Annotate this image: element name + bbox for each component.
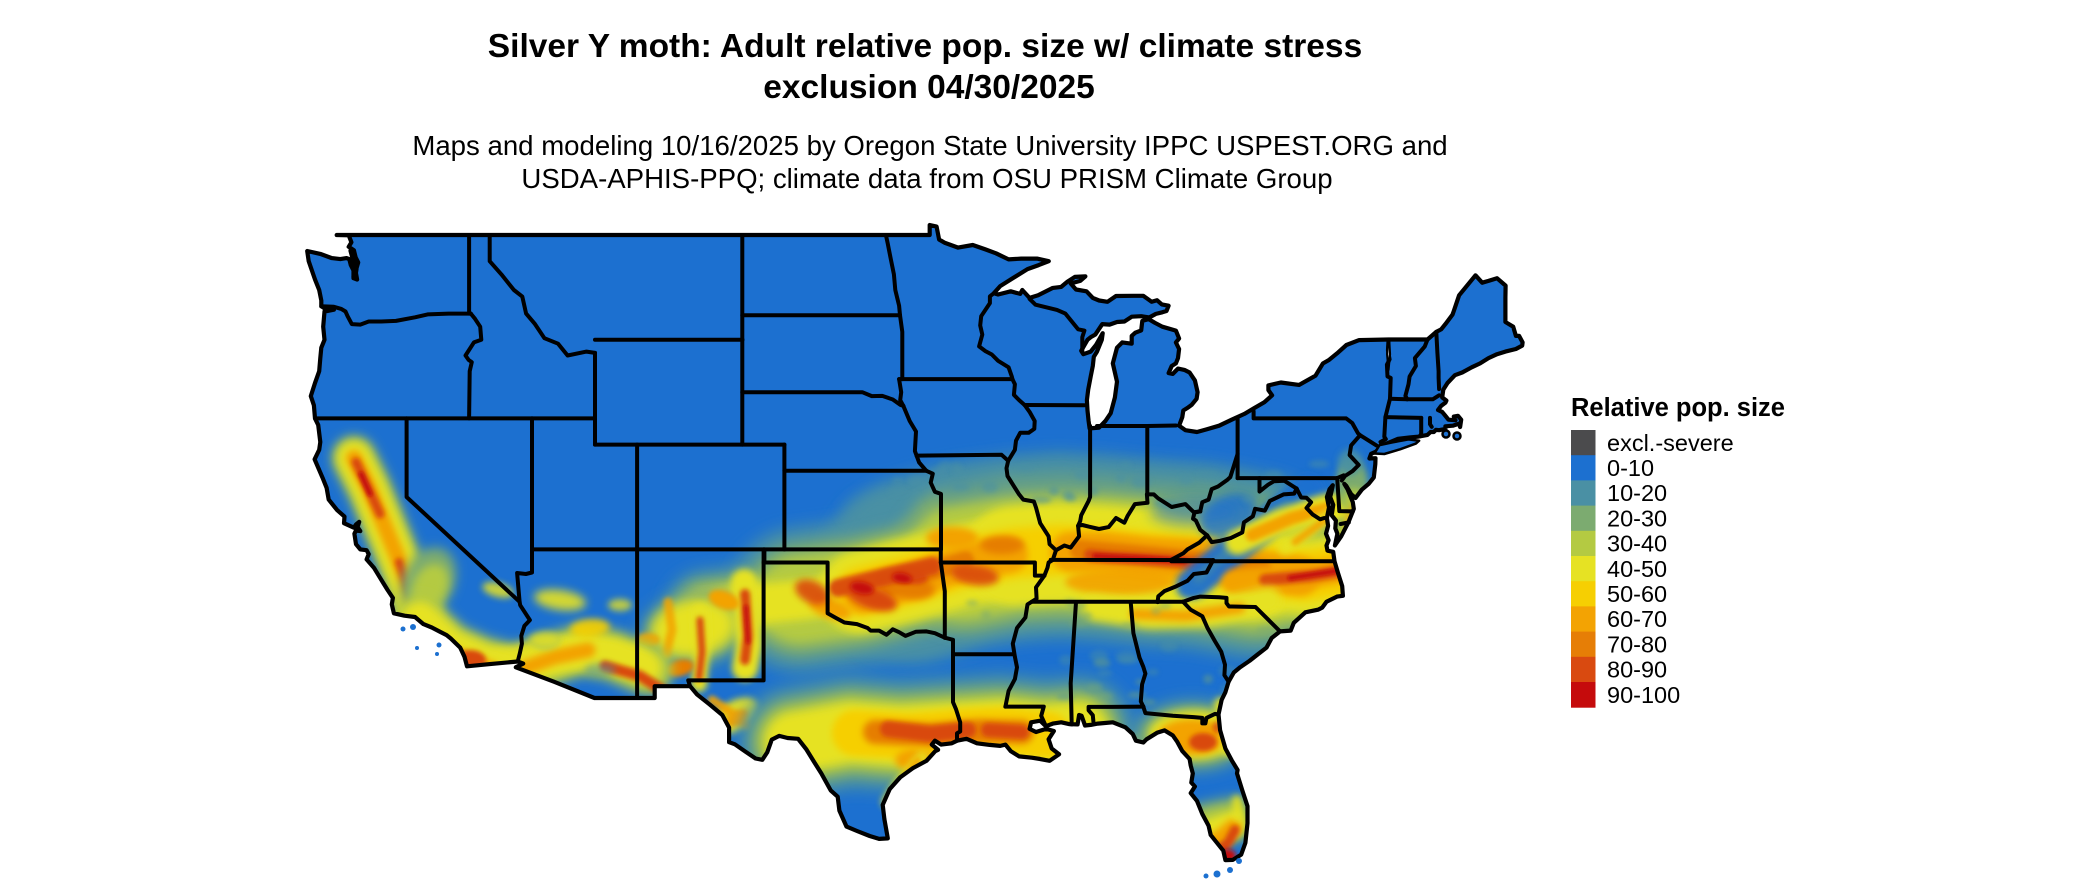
- svg-text:Relative pop. size: Relative pop. size: [1571, 394, 1785, 422]
- svg-text:30-40: 30-40: [1607, 531, 1667, 557]
- svg-text:Maps and modeling 10/16/2025 b: Maps and modeling 10/16/2025 by Oregon S…: [412, 130, 1447, 161]
- svg-text:60-70: 60-70: [1607, 606, 1667, 632]
- svg-text:USDA-APHIS-PPQ; climate data f: USDA-APHIS-PPQ; climate data from OSU PR…: [521, 163, 1332, 194]
- svg-text:90-100: 90-100: [1607, 682, 1680, 708]
- svg-text:Silver Y moth: Adult relative: Silver Y moth: Adult relative pop. size …: [488, 28, 1362, 65]
- svg-text:excl.-severe: excl.-severe: [1607, 430, 1734, 456]
- svg-text:20-30: 20-30: [1607, 505, 1667, 531]
- svg-text:70-80: 70-80: [1607, 631, 1667, 657]
- svg-text:80-90: 80-90: [1607, 657, 1667, 683]
- svg-text:10-20: 10-20: [1607, 480, 1667, 506]
- svg-text:exclusion 04/30/2025: exclusion 04/30/2025: [763, 69, 1095, 106]
- svg-text:0-10: 0-10: [1607, 455, 1654, 481]
- svg-text:50-60: 50-60: [1607, 581, 1667, 607]
- svg-text:40-50: 40-50: [1607, 556, 1667, 582]
